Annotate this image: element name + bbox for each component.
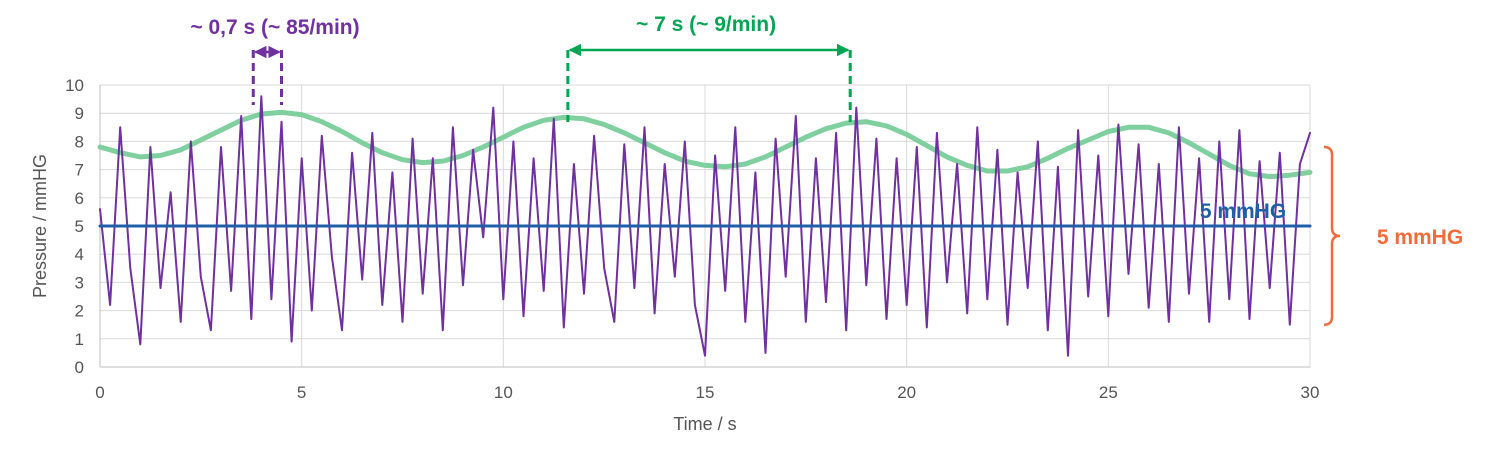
y-axis-ticks: 0 1 2 3 4 5 6 7 8 9 10 <box>65 76 84 377</box>
y-tick-label: 1 <box>75 330 84 349</box>
y-tick-label: 7 <box>75 161 84 180</box>
mean-pressure-label: 5 mmHG <box>1200 200 1286 223</box>
x-tick-label: 5 <box>297 383 306 402</box>
respiratory-period-label: ~ 7 s (~ 9/min) <box>636 13 776 36</box>
y-tick-label: 3 <box>75 273 84 292</box>
amplitude-bracket <box>1323 145 1341 326</box>
y-axis-title: Pressure / mmHG <box>30 154 50 298</box>
annotations: 5 mmHG ~ 0,7 s (~ 85/min) ~ 7 s (~ 9/min) 5… <box>190 13 1463 326</box>
y-tick-label: 10 <box>65 76 84 95</box>
y-tick-label: 4 <box>75 245 84 264</box>
pressure-signal-line <box>99 95 1311 357</box>
amplitude-label: 5 mmHG <box>1377 226 1463 249</box>
x-tick-label: 20 <box>897 383 916 402</box>
plot-area <box>97 95 1313 357</box>
y-tick-label: 8 <box>75 132 84 151</box>
y-tick-label: 2 <box>75 302 84 321</box>
y-tick-label: 9 <box>75 104 84 123</box>
x-tick-label: 25 <box>1099 383 1118 402</box>
x-tick-label: 30 <box>1301 383 1320 402</box>
x-axis-ticks: 0 5 10 15 20 25 30 <box>95 383 1319 402</box>
y-tick-label: 0 <box>75 358 84 377</box>
respiratory-wave-line <box>97 109 1313 180</box>
x-tick-label: 0 <box>95 383 104 402</box>
y-tick-label: 5 <box>75 217 84 236</box>
x-tick-label: 15 <box>696 383 715 402</box>
y-tick-label: 6 <box>75 189 84 208</box>
x-axis-title: Time / s <box>673 414 736 434</box>
x-tick-label: 10 <box>494 383 513 402</box>
cardiac-period-label: ~ 0,7 s (~ 85/min) <box>190 16 359 39</box>
